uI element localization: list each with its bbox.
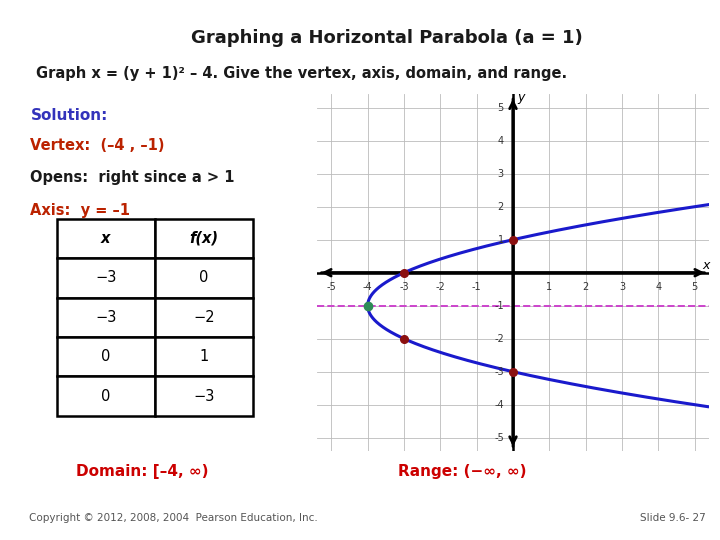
Text: 1: 1 (498, 235, 504, 245)
Text: −2: −2 (193, 310, 215, 325)
Text: Copyright © 2012, 2008, 2004  Pearson Education, Inc.: Copyright © 2012, 2008, 2004 Pearson Edu… (29, 514, 318, 523)
Text: Solution:: Solution: (31, 108, 108, 123)
Bar (57, 337, 155, 376)
Text: y: y (517, 91, 525, 104)
Text: -3: -3 (399, 282, 409, 292)
Bar (155, 219, 253, 258)
Text: x: x (703, 259, 710, 272)
Text: Graph x = (y + 1)² – 4. Give the vertex, axis, domain, and range.: Graph x = (y + 1)² – 4. Give the vertex,… (35, 66, 567, 81)
Bar (155, 298, 253, 337)
Text: Opens:  right since a > 1: Opens: right since a > 1 (30, 171, 235, 185)
Text: Graphing a Horizontal Parabola (a = 1): Graphing a Horizontal Parabola (a = 1) (191, 29, 582, 48)
Text: 4: 4 (498, 136, 504, 146)
Text: 2: 2 (582, 282, 589, 292)
Text: 3: 3 (498, 168, 504, 179)
Bar (57, 376, 155, 416)
Bar (155, 376, 253, 416)
Text: f(x): f(x) (189, 231, 218, 246)
Bar (155, 258, 253, 298)
Text: Range: (−∞, ∞): Range: (−∞, ∞) (398, 464, 526, 478)
Bar (57, 258, 155, 298)
Text: -3: -3 (495, 367, 504, 377)
Text: Slide 9.6- 27: Slide 9.6- 27 (640, 514, 706, 523)
Text: x: x (101, 231, 110, 246)
Text: 0: 0 (199, 271, 209, 285)
Text: CLASSROOM
EXAMPLE 8: CLASSROOM EXAMPLE 8 (38, 24, 135, 56)
Text: -1: -1 (472, 282, 482, 292)
Text: 1: 1 (199, 349, 209, 364)
Text: 1: 1 (546, 282, 552, 292)
Text: −3: −3 (95, 271, 117, 285)
Text: -2: -2 (436, 282, 445, 292)
Text: -5: -5 (494, 433, 504, 443)
Text: 5: 5 (498, 103, 504, 113)
Text: −3: −3 (95, 310, 117, 325)
Text: 0: 0 (101, 389, 110, 403)
Text: Vertex:  (–4 , –1): Vertex: (–4 , –1) (30, 138, 165, 153)
Bar (57, 298, 155, 337)
Text: -4: -4 (363, 282, 372, 292)
Text: −3: −3 (193, 389, 215, 403)
Bar (155, 337, 253, 376)
Text: 3: 3 (619, 282, 625, 292)
Text: 4: 4 (655, 282, 662, 292)
Bar (57, 219, 155, 258)
Text: -4: -4 (495, 400, 504, 410)
Text: -2: -2 (494, 334, 504, 343)
Text: 0: 0 (101, 349, 110, 364)
Text: -1: -1 (495, 301, 504, 310)
Text: 2: 2 (498, 202, 504, 212)
Text: Domain: [–4, ∞): Domain: [–4, ∞) (76, 464, 209, 478)
Text: 5: 5 (691, 282, 698, 292)
Text: -5: -5 (326, 282, 336, 292)
Text: Axis:  y = –1: Axis: y = –1 (30, 202, 130, 218)
